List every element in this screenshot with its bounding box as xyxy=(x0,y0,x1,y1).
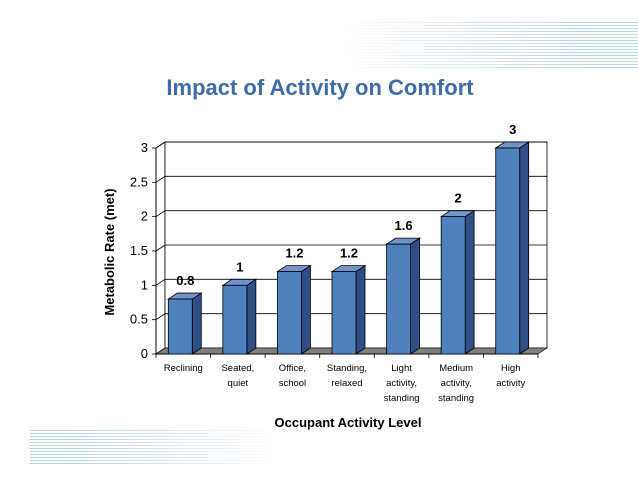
y-tick-label: 0.5 xyxy=(130,312,148,327)
data-label: 1 xyxy=(236,259,243,274)
data-label: 1.2 xyxy=(285,246,303,261)
bar xyxy=(495,147,521,355)
y-tick-label: 2 xyxy=(141,209,148,224)
bar xyxy=(167,298,193,355)
bar-side xyxy=(301,264,311,355)
x-tick-label: Medium activity, standing xyxy=(438,363,474,404)
y-tick-label: 2.5 xyxy=(130,174,148,189)
y-tick-label: 0 xyxy=(141,346,148,361)
data-label: 2 xyxy=(455,191,462,206)
x-tick-label: Standing, relaxed xyxy=(327,363,367,389)
x-tick-label: Reclining xyxy=(164,363,203,374)
decorative-stripes-bottom-left xyxy=(30,430,280,464)
y-tick-label: 1.5 xyxy=(130,243,148,258)
chart-title: Impact of Activity on Comfort xyxy=(166,75,474,100)
bar-side xyxy=(519,141,530,355)
data-label: 3 xyxy=(509,122,516,137)
bar-side xyxy=(191,292,202,355)
data-label: 1.6 xyxy=(395,218,413,233)
x-tick-label: Seated, quiet xyxy=(221,363,254,389)
y-axis-title: Metabolic Rate (met) xyxy=(102,188,117,315)
data-label: 1.2 xyxy=(340,246,358,261)
gridline xyxy=(155,210,547,217)
x-tick-label: High activity xyxy=(496,363,525,389)
bar-side xyxy=(355,264,366,355)
y-tick-label: 1 xyxy=(141,277,148,292)
x-tick-label: Office, school xyxy=(279,363,306,389)
y-tick-label: 3 xyxy=(141,140,148,155)
gridline xyxy=(155,175,547,183)
x-tick-label: Light activity, standing xyxy=(384,363,420,404)
bar xyxy=(386,243,411,355)
bar-side xyxy=(410,237,420,355)
decorative-stripes-top-right xyxy=(338,22,638,70)
bar xyxy=(277,271,302,355)
data-label: 0.8 xyxy=(176,273,194,288)
x-axis-title: Occupant Activity Level xyxy=(275,415,422,430)
gridline xyxy=(155,141,547,149)
bar-side xyxy=(246,278,257,355)
bar xyxy=(440,216,466,355)
bar xyxy=(331,271,357,355)
bar-side xyxy=(464,209,475,355)
bar xyxy=(222,284,248,355)
